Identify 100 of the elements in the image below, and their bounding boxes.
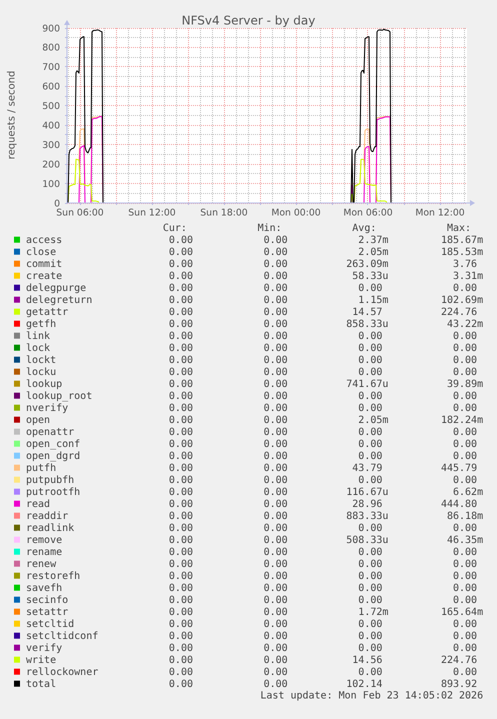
- text: 0.00: [168, 355, 193, 366]
- text: 0.00: [264, 331, 288, 342]
- text: 0.00: [358, 343, 382, 354]
- text: 0.00: [453, 355, 478, 366]
- text: 0.00: [358, 355, 382, 366]
- text: 0.00: [264, 355, 288, 366]
- text: 0.00: [168, 235, 193, 246]
- legend-label: open: [26, 415, 50, 426]
- y-tick-label: 0: [54, 198, 60, 210]
- legend-label: getfh: [26, 319, 56, 330]
- text: 0.00: [168, 679, 193, 690]
- text: 0.00: [168, 307, 193, 318]
- legend-label: putfh: [26, 463, 56, 474]
- legend-label: rellockowner: [26, 667, 98, 678]
- text: 0.00: [264, 439, 288, 450]
- legend-label: write: [26, 655, 56, 666]
- legend-label: restorefh: [26, 571, 80, 582]
- legend-label: delegreturn: [26, 295, 92, 306]
- text: 185.67m: [440, 235, 484, 246]
- text: 0.00: [358, 631, 382, 642]
- text: 116.67u: [346, 487, 388, 498]
- text: 0.00: [264, 451, 288, 462]
- text: 0.00: [168, 511, 193, 522]
- legend-label: lockt: [26, 355, 56, 366]
- x-tick-label: Mon 06:00: [343, 208, 393, 218]
- text: 0.00: [453, 331, 478, 342]
- legend-label: delegpurge: [26, 283, 86, 294]
- legend-label: nverify: [26, 403, 68, 414]
- text: 102.69m: [440, 295, 484, 306]
- text: 0.00: [264, 571, 288, 582]
- text: 0.00: [358, 643, 382, 654]
- text: 0.00: [168, 487, 193, 498]
- text: Cur:: [162, 222, 187, 234]
- text: 0.00: [453, 367, 478, 378]
- text: Last update: Mon Feb 23 14:05:02 2026: [260, 690, 484, 702]
- x-tick-label: Sun 18:00: [200, 208, 248, 218]
- text: 0.00: [264, 523, 288, 534]
- text: 0.00: [453, 343, 478, 354]
- text: 0.00: [358, 523, 382, 534]
- text: 0.00: [453, 643, 478, 654]
- text: 0.00: [168, 391, 193, 402]
- text: 14.56: [352, 655, 382, 666]
- text: 0.00: [168, 343, 193, 354]
- text: 0.00: [453, 439, 478, 450]
- text: 0.00: [264, 487, 288, 498]
- text: 0.00: [168, 547, 193, 558]
- text: 445.79: [440, 463, 478, 474]
- text: 741.67u: [346, 379, 388, 390]
- text: 0.00: [264, 535, 288, 546]
- text: 0.00: [168, 667, 193, 678]
- text: 0.00: [264, 319, 288, 330]
- legend-label: putrootfh: [26, 487, 80, 498]
- text: 0.00: [168, 259, 193, 270]
- text: 0.00: [358, 451, 382, 462]
- legend-label: putpubfh: [26, 475, 74, 486]
- text: 0.00: [264, 247, 288, 258]
- text: 0.00: [453, 559, 478, 570]
- text: Max:: [446, 222, 472, 234]
- text: 0.00: [264, 295, 288, 306]
- text: 0.00: [358, 331, 382, 342]
- text: 0.00: [453, 427, 478, 438]
- y-axis-title: requests / second: [6, 70, 18, 160]
- text: 0.00: [168, 415, 193, 426]
- text: 2.05m: [358, 247, 388, 258]
- text: 0.00: [168, 247, 193, 258]
- text: 0.00: [264, 643, 288, 654]
- text: 0.00: [168, 583, 193, 594]
- text: 0.00: [453, 283, 478, 294]
- text: 0.00: [264, 427, 288, 438]
- text: 0.00: [264, 271, 288, 282]
- text: 102.14: [346, 679, 382, 690]
- legend-label: commit: [26, 259, 62, 270]
- text: 0.00: [264, 619, 288, 630]
- legend-label: setattr: [26, 607, 68, 618]
- y-tick-label: 200: [42, 159, 60, 170]
- legend-label: setcltidconf: [26, 631, 98, 642]
- text: 165.64m: [440, 607, 484, 618]
- y-tick-label: 900: [42, 23, 60, 34]
- legend-label: savefh: [26, 583, 62, 594]
- text: 0.00: [168, 439, 193, 450]
- text: 0.00: [264, 283, 288, 294]
- text: 893.92: [440, 679, 478, 690]
- legend-label: setcltid: [26, 619, 74, 630]
- text: 0.00: [453, 595, 478, 606]
- legend-label: readdir: [26, 511, 68, 522]
- text: 0.00: [264, 307, 288, 318]
- text: 0.00: [264, 667, 288, 678]
- chart-title: NFSv4 Server - by day: [182, 13, 316, 28]
- text: 0.00: [264, 607, 288, 618]
- legend-label: read: [26, 499, 50, 510]
- text: 2.37m: [358, 235, 388, 246]
- text: 0.00: [264, 655, 288, 666]
- text: 43.79: [352, 463, 382, 474]
- legend-label: renew: [26, 559, 58, 570]
- legend-label: total: [26, 679, 56, 690]
- legend-label: openattr: [26, 427, 74, 438]
- text: 0.00: [358, 367, 382, 378]
- text: 0.00: [168, 499, 193, 510]
- text: 0.00: [453, 631, 478, 642]
- legend-label: secinfo: [26, 595, 68, 606]
